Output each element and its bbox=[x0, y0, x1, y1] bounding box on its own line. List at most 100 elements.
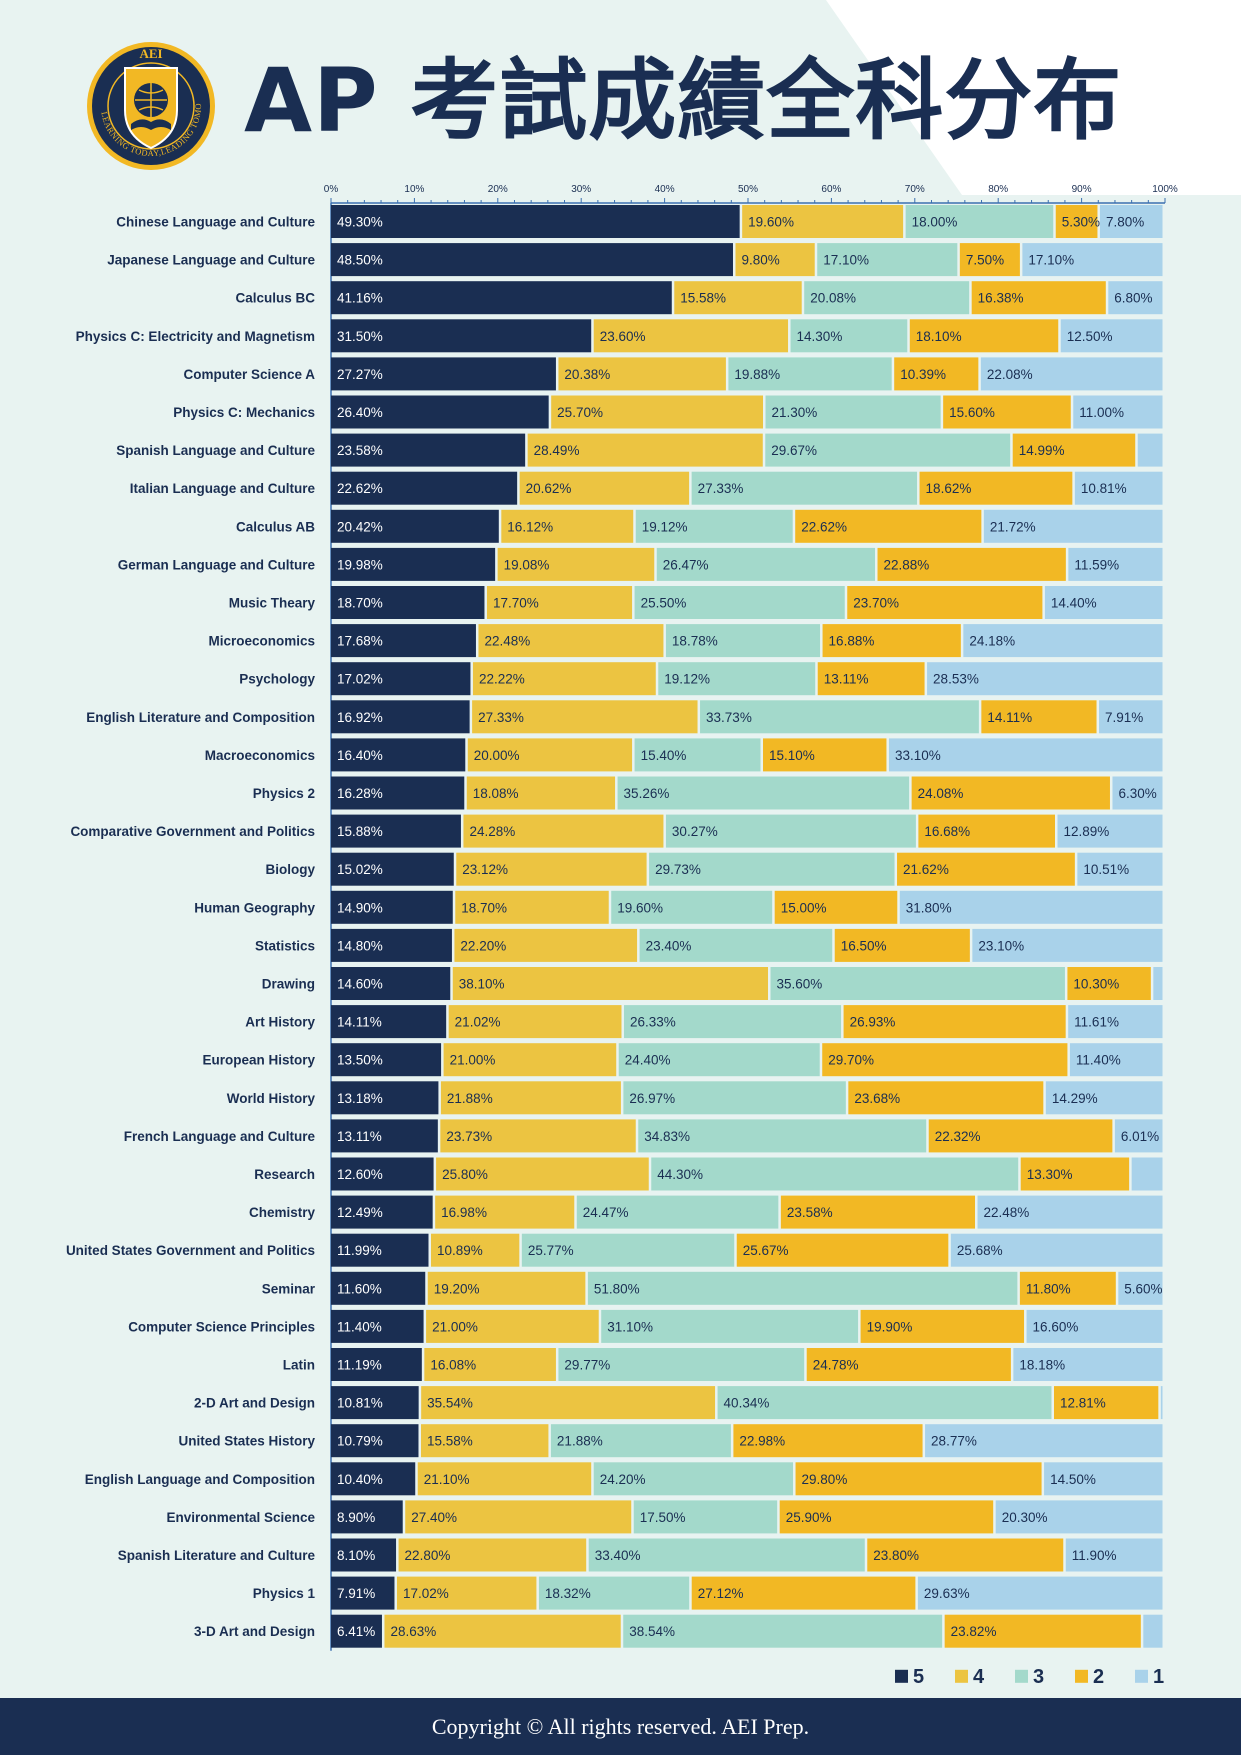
bar-segment-score-1 bbox=[1137, 433, 1163, 467]
bar-segment-score-2 bbox=[918, 814, 1055, 848]
data-label: 7.91% bbox=[1105, 710, 1143, 725]
category-label: Chemistry bbox=[249, 1205, 316, 1220]
data-label: 23.80% bbox=[873, 1548, 919, 1563]
bar-segment-score-2 bbox=[1053, 1386, 1159, 1420]
category-label: Human Geography bbox=[194, 900, 315, 915]
data-label: 49.30% bbox=[337, 215, 383, 230]
data-label: 25.80% bbox=[442, 1167, 488, 1182]
bar-segment-score-3 bbox=[558, 1348, 805, 1381]
bar-segment-score-5 bbox=[331, 1614, 382, 1648]
bar-segment-score-1 bbox=[1022, 243, 1163, 277]
data-label: 15.58% bbox=[680, 291, 726, 306]
data-label: 20.38% bbox=[564, 367, 610, 382]
data-label: 28.53% bbox=[933, 672, 979, 687]
data-label: 16.28% bbox=[337, 786, 383, 801]
data-label: 38.10% bbox=[459, 977, 505, 992]
data-label: 22.08% bbox=[987, 367, 1033, 382]
bar-segment-score-4 bbox=[435, 1195, 575, 1229]
legend-swatch bbox=[1075, 1669, 1088, 1683]
bar-segment-score-4 bbox=[398, 1538, 587, 1572]
data-label: 33.40% bbox=[595, 1548, 641, 1563]
bar-segment-score-3 bbox=[623, 1614, 943, 1648]
data-label: 25.70% bbox=[557, 405, 603, 420]
data-label: 14.50% bbox=[1050, 1472, 1096, 1487]
category-label: German Language and Culture bbox=[118, 557, 316, 572]
x-tick-label: 100% bbox=[1152, 184, 1178, 195]
data-label: 19.12% bbox=[664, 672, 710, 687]
data-label: 27.40% bbox=[411, 1510, 457, 1525]
category-label: Biology bbox=[266, 862, 316, 877]
bar-segment-score-3 bbox=[593, 1462, 794, 1496]
data-label: 44.30% bbox=[657, 1167, 703, 1182]
bar-segment-score-4 bbox=[443, 1043, 617, 1077]
data-label: 10.89% bbox=[437, 1243, 483, 1258]
data-label: 31.80% bbox=[906, 900, 952, 915]
bar-segment-score-3 bbox=[576, 1195, 779, 1229]
data-label: 18.00% bbox=[912, 215, 958, 230]
bar-segment-score-2 bbox=[834, 928, 970, 962]
category-label: Physics 2 bbox=[253, 786, 315, 801]
bar-segment-score-5 bbox=[331, 1424, 419, 1458]
bar-segment-score-4 bbox=[440, 1081, 621, 1115]
bar-segment-score-3 bbox=[623, 1005, 842, 1039]
bar-segment-score-4 bbox=[405, 1500, 632, 1534]
bar-segment-score-1 bbox=[1118, 1271, 1163, 1305]
bar-segment-score-2 bbox=[691, 1576, 916, 1610]
data-label: 17.68% bbox=[337, 634, 383, 649]
bar-segment-score-5 bbox=[331, 1081, 439, 1115]
data-label: 6.41% bbox=[337, 1624, 375, 1639]
bar-segment-score-1 bbox=[1099, 700, 1163, 734]
data-label: 11.40% bbox=[1076, 1053, 1121, 1068]
bar-segment-score-2 bbox=[736, 1233, 949, 1267]
x-tick-label: 80% bbox=[988, 184, 1008, 195]
data-label: 25.50% bbox=[641, 596, 687, 611]
bar-segment-score-2 bbox=[897, 852, 1075, 886]
category-label: World History bbox=[227, 1091, 316, 1106]
data-label: 14.30% bbox=[797, 329, 843, 344]
data-label: 17.02% bbox=[403, 1586, 449, 1601]
legend-swatch bbox=[895, 1669, 908, 1683]
bar-segment-score-3 bbox=[633, 1500, 778, 1534]
data-label: 21.10% bbox=[424, 1472, 470, 1487]
bar-segment-score-1 bbox=[1069, 1043, 1163, 1077]
data-label: 25.77% bbox=[528, 1243, 574, 1258]
legend-swatch bbox=[1015, 1669, 1028, 1683]
category-label: Spanish Language and Culture bbox=[116, 443, 315, 458]
category-label: Physics 1 bbox=[253, 1586, 316, 1601]
bar-segment-score-1 bbox=[977, 1195, 1163, 1229]
bar-segment-score-5 bbox=[331, 776, 465, 810]
data-label: 10.79% bbox=[337, 1434, 383, 1449]
bar-segment-score-5 bbox=[331, 852, 454, 886]
data-label: 40.34% bbox=[724, 1396, 770, 1411]
bar-segment-score-3 bbox=[649, 852, 895, 886]
data-label: 15.02% bbox=[337, 862, 383, 877]
stacked-bar-chart: 0% 10% 20% 30% 40% 50% 60% 70% 80% 90% 100% Chinese… bbox=[66, 184, 1178, 1688]
bar-segment-score-2 bbox=[733, 1424, 923, 1458]
legend-label: 1 bbox=[1153, 1666, 1164, 1688]
footer-copyright: Copyright © All rights reserved. AEI Pre… bbox=[0, 1698, 1241, 1755]
data-label: 8.10% bbox=[337, 1548, 375, 1563]
category-label: Research bbox=[254, 1167, 315, 1182]
data-label: 19.08% bbox=[504, 557, 550, 572]
bar-segment-score-1 bbox=[888, 738, 1163, 772]
category-label: Physics C: Mechanics bbox=[173, 405, 315, 420]
data-label: 24.78% bbox=[813, 1358, 859, 1373]
bar-segment-score-5 bbox=[331, 319, 592, 353]
data-label: 19.88% bbox=[734, 367, 780, 382]
bar-segment-score-1 bbox=[917, 1576, 1163, 1610]
bar-segment-score-4 bbox=[486, 586, 633, 619]
bar-segment-score-4 bbox=[674, 281, 802, 315]
header: LEARNING TODAY,LEADING TOMORROW AEI AP 考… bbox=[0, 0, 1241, 190]
data-label: 24.18% bbox=[969, 634, 1015, 649]
bar-segment-score-5 bbox=[331, 928, 452, 962]
bar-segment-score-1 bbox=[1131, 1157, 1163, 1191]
bar-segment-score-3 bbox=[651, 1157, 1019, 1191]
data-label: 31.10% bbox=[607, 1319, 653, 1334]
data-label: 22.98% bbox=[739, 1434, 785, 1449]
bar-segment-score-2 bbox=[909, 319, 1059, 353]
data-label: 11.61% bbox=[1074, 1015, 1119, 1030]
data-label: 20.30% bbox=[1002, 1510, 1048, 1525]
data-label: 26.33% bbox=[630, 1015, 676, 1030]
bar-segment-score-5 bbox=[331, 890, 453, 924]
